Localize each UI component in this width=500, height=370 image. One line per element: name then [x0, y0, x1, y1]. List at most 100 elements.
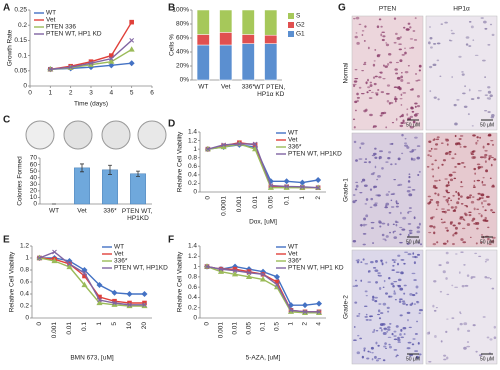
legend-label: PTEN WT, HP1KD: [114, 265, 168, 272]
cell: [461, 71, 464, 73]
cell: [370, 346, 374, 350]
cell: [385, 161, 389, 163]
cell: [381, 167, 384, 170]
cell: [436, 241, 439, 244]
cell: [453, 232, 457, 235]
y-tick-label: 0.6: [188, 163, 197, 170]
cell: [429, 90, 432, 93]
legend-swatch: [288, 13, 294, 19]
cell: [391, 121, 395, 124]
micrograph-bg: [425, 132, 498, 248]
cell: [440, 340, 443, 343]
bar-segment: [241, 34, 255, 44]
x-tick-label: WT PTEN, HP1α KD: [254, 84, 287, 98]
cell: [463, 105, 468, 109]
cell: [353, 140, 357, 144]
cell: [409, 303, 413, 306]
cell: [363, 161, 368, 164]
cell: [403, 262, 406, 265]
cell: [382, 238, 386, 240]
cell: [401, 228, 406, 231]
cell: [382, 77, 386, 80]
series-line: [207, 143, 319, 189]
cell: [353, 339, 357, 342]
cell: [374, 156, 378, 159]
cell: [389, 231, 391, 234]
cell: [484, 160, 487, 164]
cell: [416, 156, 421, 160]
cell: [449, 40, 453, 42]
cell: [444, 178, 448, 180]
cell: [400, 114, 404, 118]
x-tick-label: 0.01: [252, 196, 259, 209]
cell: [455, 190, 458, 193]
cell: [393, 335, 397, 337]
cell: [395, 61, 400, 64]
point: [96, 299, 103, 306]
cell: [400, 121, 404, 125]
cell: [386, 331, 389, 333]
cell: [491, 240, 495, 243]
cell: [473, 184, 476, 186]
cell: [367, 350, 370, 353]
cell: [410, 46, 415, 49]
cell: [387, 336, 392, 338]
y-tick-label: 0.2: [20, 303, 29, 310]
cell: [381, 222, 386, 225]
cell: [480, 193, 485, 197]
cell: [487, 97, 492, 100]
cell: [434, 159, 437, 162]
cell: [361, 178, 366, 182]
cell: [361, 70, 365, 72]
chart: B 0% 20% 40% 60% 80% 100% Cells % WT Vet 336* WT PT…: [168, 3, 305, 98]
point: [52, 249, 57, 255]
panel-label: B: [168, 3, 175, 14]
cell: [484, 261, 487, 263]
cell: [444, 138, 449, 140]
cell: [359, 337, 363, 340]
cell: [479, 156, 484, 159]
cell: [373, 152, 377, 156]
y-axis-label: Colonies Formed: [17, 156, 24, 206]
cell: [404, 51, 407, 55]
cell: [354, 199, 358, 202]
cell: [374, 355, 377, 359]
cell: [413, 279, 417, 281]
x-tick-label: Vet: [221, 84, 231, 91]
cell: [469, 236, 472, 238]
cell: [493, 336, 497, 340]
cell: [380, 260, 383, 263]
y-tick-label: 1: [193, 263, 197, 270]
cell: [443, 358, 447, 361]
point: [96, 281, 103, 289]
plate: [25, 120, 55, 150]
point: [126, 290, 133, 298]
cell: [406, 108, 409, 110]
cell: [355, 184, 359, 188]
cell: [434, 335, 437, 338]
cell: [443, 221, 446, 223]
cell: [451, 157, 455, 160]
cell: [406, 347, 411, 350]
cell: [455, 142, 459, 146]
cell: [403, 26, 406, 29]
cell: [487, 90, 492, 94]
cell: [371, 352, 374, 354]
series-line: [39, 257, 145, 307]
cell: [491, 211, 496, 214]
cell: [395, 355, 398, 358]
legend-label: Vet: [46, 17, 56, 24]
cell: [408, 173, 411, 176]
cell: [489, 23, 493, 26]
cell: [395, 202, 400, 205]
y-tick-label: 0.05: [14, 68, 27, 75]
cell: [393, 338, 398, 341]
cell: [413, 216, 416, 220]
cell: [362, 63, 367, 66]
cell: [460, 203, 464, 205]
cell: [387, 328, 391, 331]
point: [128, 60, 135, 67]
cell: [352, 118, 356, 121]
x-tick-label: 0.1: [81, 322, 88, 331]
cell: [411, 110, 415, 113]
